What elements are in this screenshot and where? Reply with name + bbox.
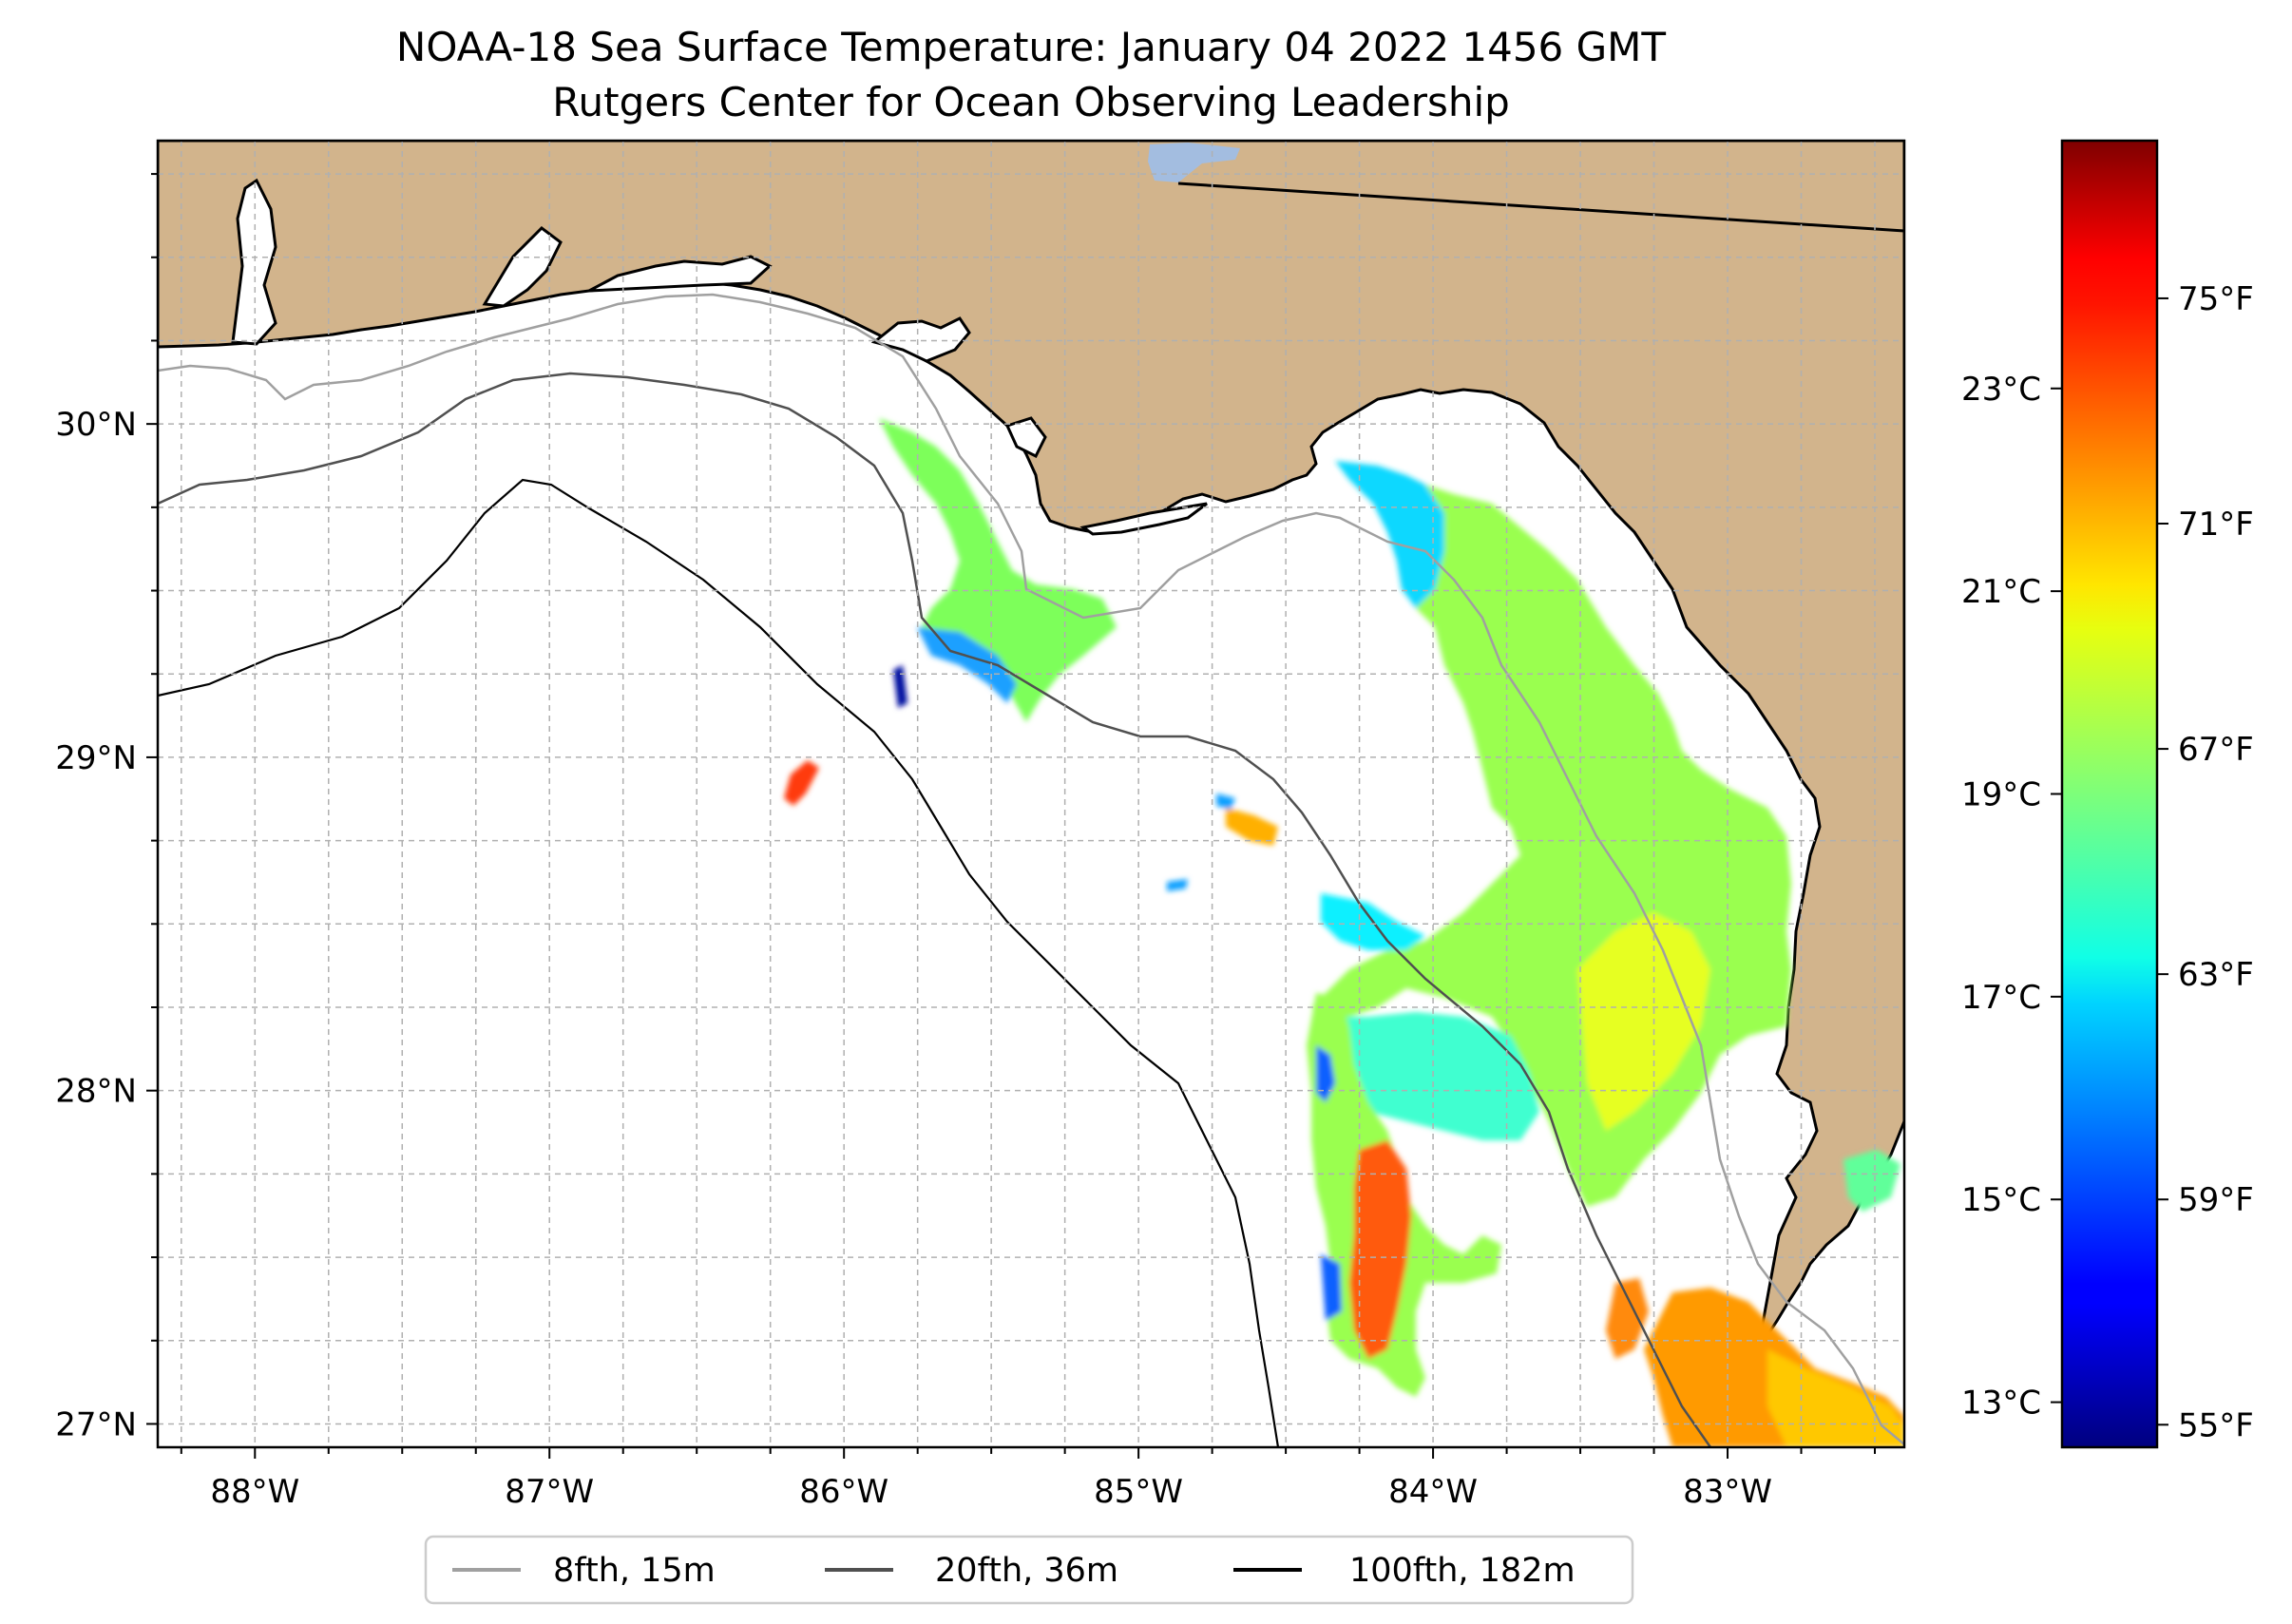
isobaths (158, 293, 1904, 1447)
colorbar-f-tick-label: 63°F (2178, 956, 2254, 994)
sst-patch-bigbend-cool (1335, 461, 1444, 608)
colorbar-f-tick-label: 55°F (2178, 1406, 2254, 1444)
legend-label-20fth: 20fth, 36m (935, 1552, 1118, 1590)
colorbar-c-tick-label: 23°C (1961, 371, 2041, 409)
sst-patch-clearwater-warm (1606, 1278, 1649, 1359)
map-frame (156, 139, 1906, 1449)
latitude-axis: 30°N 29°N 28°N 27°N (55, 173, 158, 1443)
colorbar: 75°F 71°F 67°F 63°F 59°F 55°F 23°C 21°C 19°C 17°… (1961, 139, 2254, 1449)
sst-patch-tampa-warm (1767, 1349, 1904, 1447)
isobath-100fth-line (158, 478, 1280, 1447)
gridlines (158, 141, 1904, 1447)
colorbar-f-tick-label: 75°F (2178, 280, 2254, 318)
lat-tick-label: 27°N (55, 1405, 137, 1443)
sst-patch-mid-small (1226, 808, 1278, 846)
lon-tick-label: 88°W (210, 1473, 299, 1511)
lon-tick-label: 83°W (1683, 1473, 1772, 1511)
colorbar-c-tick-label: 13°C (1961, 1385, 2041, 1423)
sst-patch-mid-cool (1167, 793, 1235, 891)
legend-box (424, 1535, 1634, 1605)
legend-label-8fth: 8fth, 15m (553, 1552, 716, 1590)
map-panel (158, 141, 1904, 1447)
colorbar-c-tick-label: 21°C (1961, 573, 2041, 611)
sst-patch-bigbend-warm (1577, 912, 1710, 1131)
colorbar-f-tick-label: 67°F (2178, 731, 2254, 769)
colorbar-gradient (2060, 139, 2159, 1449)
legend-label-100fth: 100fth, 182m (1349, 1552, 1576, 1590)
isobath-8fth-line (158, 293, 1904, 1445)
sst-patch-southwest-warm (1349, 1140, 1411, 1359)
colorbar-c-tick-label: 17°C (1961, 979, 2041, 1017)
colorbar-f-tick-label: 71°F (2178, 506, 2254, 544)
isobath-20fth-line (158, 372, 1712, 1447)
lat-tick-label: 30°N (55, 406, 137, 444)
sst-patch-apalachicola-dark (893, 665, 907, 708)
sst-patch-cedar-key (1321, 1012, 1539, 1140)
lake (1148, 143, 1240, 182)
colorbar-celsius-ticks: 23°C 21°C 19°C 17°C 15°C 13°C (1961, 371, 2062, 1423)
isobath-legend: 8fth, 15m 20fth, 36m 100fth, 182m (424, 1535, 1634, 1605)
colorbar-fahrenheit-ticks: 75°F 71°F 67°F 63°F 59°F 55°F (2157, 280, 2254, 1444)
colorbar-c-tick-label: 15°C (1961, 1181, 2041, 1219)
lat-tick-label: 29°N (55, 739, 137, 777)
sst-patch-offshore (784, 760, 819, 806)
colorbar-f-tick-label: 59°F (2178, 1181, 2254, 1219)
lat-tick-label: 28°N (55, 1073, 137, 1111)
colorbar-c-tick-label: 19°C (1961, 776, 2041, 814)
chart-title: NOAA-18 Sea Surface Temperature: January… (396, 24, 1667, 70)
sst-patch-east-small (1843, 1150, 1900, 1212)
lon-tick-label: 85°W (1094, 1473, 1183, 1511)
longitude-axis: 88°W 87°W 86°W 85°W 84°W 83°W (180, 1447, 1877, 1511)
lon-tick-label: 84°W (1388, 1473, 1478, 1511)
chart-subtitle: Rutgers Center for Ocean Observing Leade… (552, 79, 1510, 125)
sst-patch-southwest-cool (1316, 1045, 1342, 1321)
sst-data (784, 418, 1904, 1447)
state-border (1177, 182, 1904, 233)
lon-tick-label: 86°W (799, 1473, 888, 1511)
lon-tick-label: 87°W (505, 1473, 594, 1511)
bays (231, 178, 1208, 536)
